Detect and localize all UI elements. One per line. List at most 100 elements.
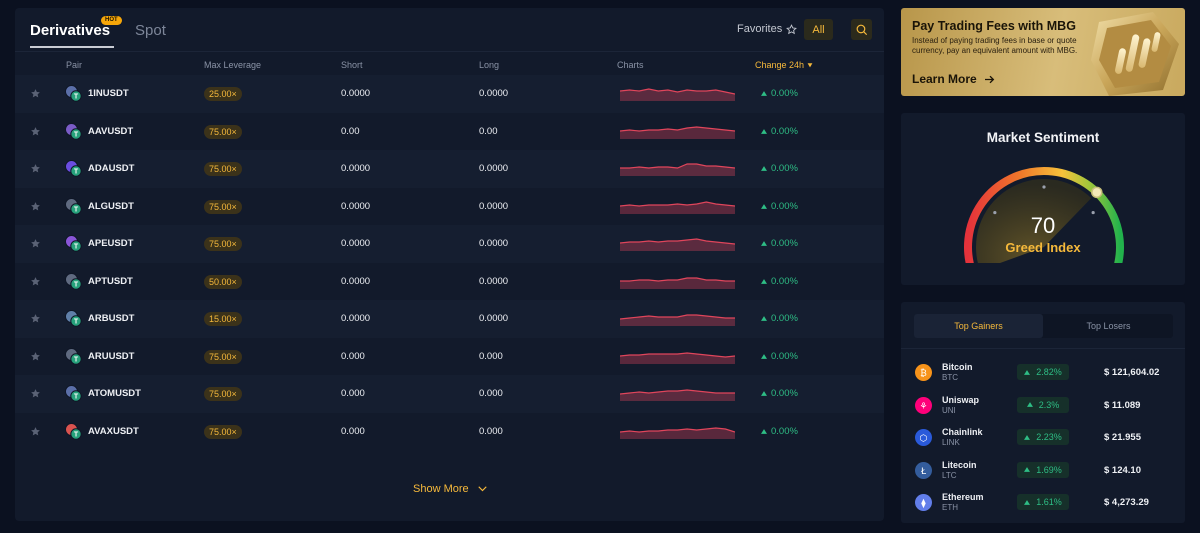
favorites-filter[interactable]: Favorites xyxy=(737,23,798,35)
ltc-coin-icon: Ł xyxy=(915,461,932,479)
short-value: 0.000 xyxy=(341,425,365,437)
pair-symbol[interactable]: ARUUSDT xyxy=(88,350,135,362)
short-value: 0.0000 xyxy=(341,275,371,287)
pair-symbol[interactable]: APTUSDT xyxy=(88,275,133,287)
table-row[interactable]: T ADAUSDT 75.00× 0.0000 0.0000 0.00% xyxy=(15,150,884,188)
table-row[interactable]: T AAVUSDT 75.00× 0.00 0.00 0.00% xyxy=(15,113,884,151)
pair-symbol[interactable]: ATOMUSDT xyxy=(88,388,141,399)
column-header-change-24h[interactable]: Change 24h xyxy=(755,60,813,70)
mover-price: $ 124.10 xyxy=(1104,464,1141,476)
short-value: 0.000 xyxy=(341,388,365,399)
favorite-star-icon[interactable] xyxy=(30,313,41,324)
svg-text:T: T xyxy=(74,206,79,213)
pair-symbol[interactable]: ADAUSDT xyxy=(88,163,135,174)
promo-title: Pay Trading Fees with MBG xyxy=(912,19,1076,33)
table-row[interactable]: T ARUUSDT 75.00× 0.000 0.000 0.00% xyxy=(15,338,884,376)
favorite-star-icon[interactable] xyxy=(30,88,41,99)
long-value: 0.0000 xyxy=(479,313,509,324)
tab-top-losers[interactable]: Top Losers xyxy=(1086,321,1131,331)
favorite-star-icon[interactable] xyxy=(30,126,41,137)
favorite-star-icon[interactable] xyxy=(30,426,41,437)
table-row[interactable]: T ARBUSDT 15.00× 0.0000 0.0000 0.00% xyxy=(15,300,884,338)
search-button[interactable] xyxy=(851,19,872,40)
mover-symbol: LINK xyxy=(942,438,960,447)
triangle-up-icon xyxy=(761,428,767,434)
table-row[interactable]: T APEUSDT 75.00× 0.0000 0.0000 0.00% xyxy=(15,225,884,263)
movers-tabs: Top Gainers Top Losers xyxy=(914,314,1173,338)
mbg-promo-banner[interactable]: Pay Trading Fees with MBG Instead of pay… xyxy=(901,8,1185,96)
pair-symbol[interactable]: APEUSDT xyxy=(88,238,134,249)
max-leverage-badge: 75.00× xyxy=(204,199,242,214)
max-leverage-badge: 50.00× xyxy=(204,274,242,289)
pair-symbol[interactable]: AVAXUSDT xyxy=(88,425,139,437)
triangle-up-icon xyxy=(1024,369,1031,375)
all-filter-button[interactable]: All xyxy=(804,19,833,40)
mover-name: Uniswap xyxy=(942,394,980,405)
mover-change: 1.69% xyxy=(1036,464,1062,475)
learn-more-link[interactable]: Learn More xyxy=(912,72,995,86)
triangle-up-icon xyxy=(1024,499,1031,505)
short-value: 0.0000 xyxy=(341,238,371,249)
favorite-star-icon[interactable] xyxy=(30,163,41,174)
favorite-star-icon[interactable] xyxy=(30,238,41,249)
mbg-coin-logo xyxy=(1091,12,1179,96)
triangle-up-icon xyxy=(1026,402,1033,407)
table-row[interactable]: T APTUSDT 50.00× 0.0000 0.0000 0.00% xyxy=(15,263,884,301)
sentiment-gauge xyxy=(964,167,1124,263)
pair-symbol[interactable]: ARBUSDT xyxy=(88,313,135,324)
triangle-up-icon xyxy=(761,391,767,396)
favorite-star-icon[interactable] xyxy=(30,351,41,362)
column-header-long: Long xyxy=(479,60,500,70)
column-header-max-leverage: Max Leverage xyxy=(204,60,262,70)
triangle-up-icon xyxy=(761,278,767,284)
sparkline-chart xyxy=(620,426,735,439)
gauge-indicator xyxy=(1091,186,1103,199)
svg-text:T: T xyxy=(74,94,79,101)
table-row[interactable]: T ATOMUSDT 75.00× 0.000 0.000 0.00% xyxy=(15,375,884,413)
svg-text:⧫: ⧫ xyxy=(921,498,926,509)
table-row[interactable]: T ALGUSDT 75.00× 0.0000 0.0000 0.00% xyxy=(15,188,884,226)
mover-row[interactable]: ₿ Bitcoin BTC 2.82% $ 121,604.02 xyxy=(901,356,1185,388)
mover-row[interactable]: ⧫ Ethereum ETH 1.61% $ 4,273.29 xyxy=(901,486,1185,518)
change-24h-value: 0.00% xyxy=(761,238,798,249)
sentiment-value: 70 xyxy=(1030,213,1056,238)
coin-pair-icon: T xyxy=(65,85,82,102)
mover-row[interactable]: Ł Litecoin LTC 1.69% $ 124.10 xyxy=(901,454,1185,486)
favorite-star-icon[interactable] xyxy=(30,201,41,212)
change-24h-value: 0.00% xyxy=(761,201,798,212)
long-value: 0.0000 xyxy=(479,200,509,212)
short-value: 0.000 xyxy=(341,350,365,362)
tab-spot[interactable]: Spot xyxy=(135,22,166,39)
svg-text:⚘: ⚘ xyxy=(919,402,927,412)
favorite-star-icon[interactable] xyxy=(30,276,41,287)
table-row[interactable]: T 1INUSDT 25.00× 0.0000 0.0000 0.00% xyxy=(15,75,884,113)
coin-pair-icon: T xyxy=(65,422,82,440)
max-leverage-badge: 75.00× xyxy=(204,162,242,176)
svg-text:T: T xyxy=(74,431,79,438)
svg-text:T: T xyxy=(74,394,79,401)
gauge-tick xyxy=(993,210,997,215)
show-more-label: Show More xyxy=(413,483,469,495)
eth-coin-icon: ⧫ xyxy=(915,494,932,511)
tab-derivatives[interactable]: Derivatives xyxy=(30,22,115,48)
triangle-up-icon xyxy=(761,128,767,134)
mover-row[interactable]: ⚘ Uniswap UNI 2.3% $ 11.089 xyxy=(901,389,1185,421)
search-icon xyxy=(856,24,867,35)
column-header-charts: Charts xyxy=(617,60,644,70)
mover-change: 2.3% xyxy=(1038,399,1060,410)
mover-price: $ 121,604.02 xyxy=(1104,367,1160,378)
learn-more-label: Learn More xyxy=(912,72,977,86)
favorite-star-icon[interactable] xyxy=(30,388,41,399)
pair-symbol[interactable]: ALGUSDT xyxy=(88,200,134,212)
table-row[interactable]: T AVAXUSDT 75.00× 0.000 0.000 0.00% xyxy=(15,413,884,451)
show-more-button[interactable]: Show More xyxy=(413,483,487,495)
pair-symbol[interactable]: 1INUSDT xyxy=(88,88,129,99)
btc-coin-icon: ₿ xyxy=(915,364,932,381)
svg-text:T: T xyxy=(74,244,79,251)
tab-top-gainers[interactable]: Top Gainers xyxy=(914,314,1043,338)
mover-row[interactable]: ⬡ Chainlink LINK 2.23% $ 21.955 xyxy=(901,421,1185,453)
pair-symbol[interactable]: AAVUSDT xyxy=(88,125,134,137)
mover-symbol: ETH xyxy=(942,503,958,512)
mover-name: Litecoin xyxy=(942,459,977,470)
coin-pair-icon: T xyxy=(65,310,82,327)
